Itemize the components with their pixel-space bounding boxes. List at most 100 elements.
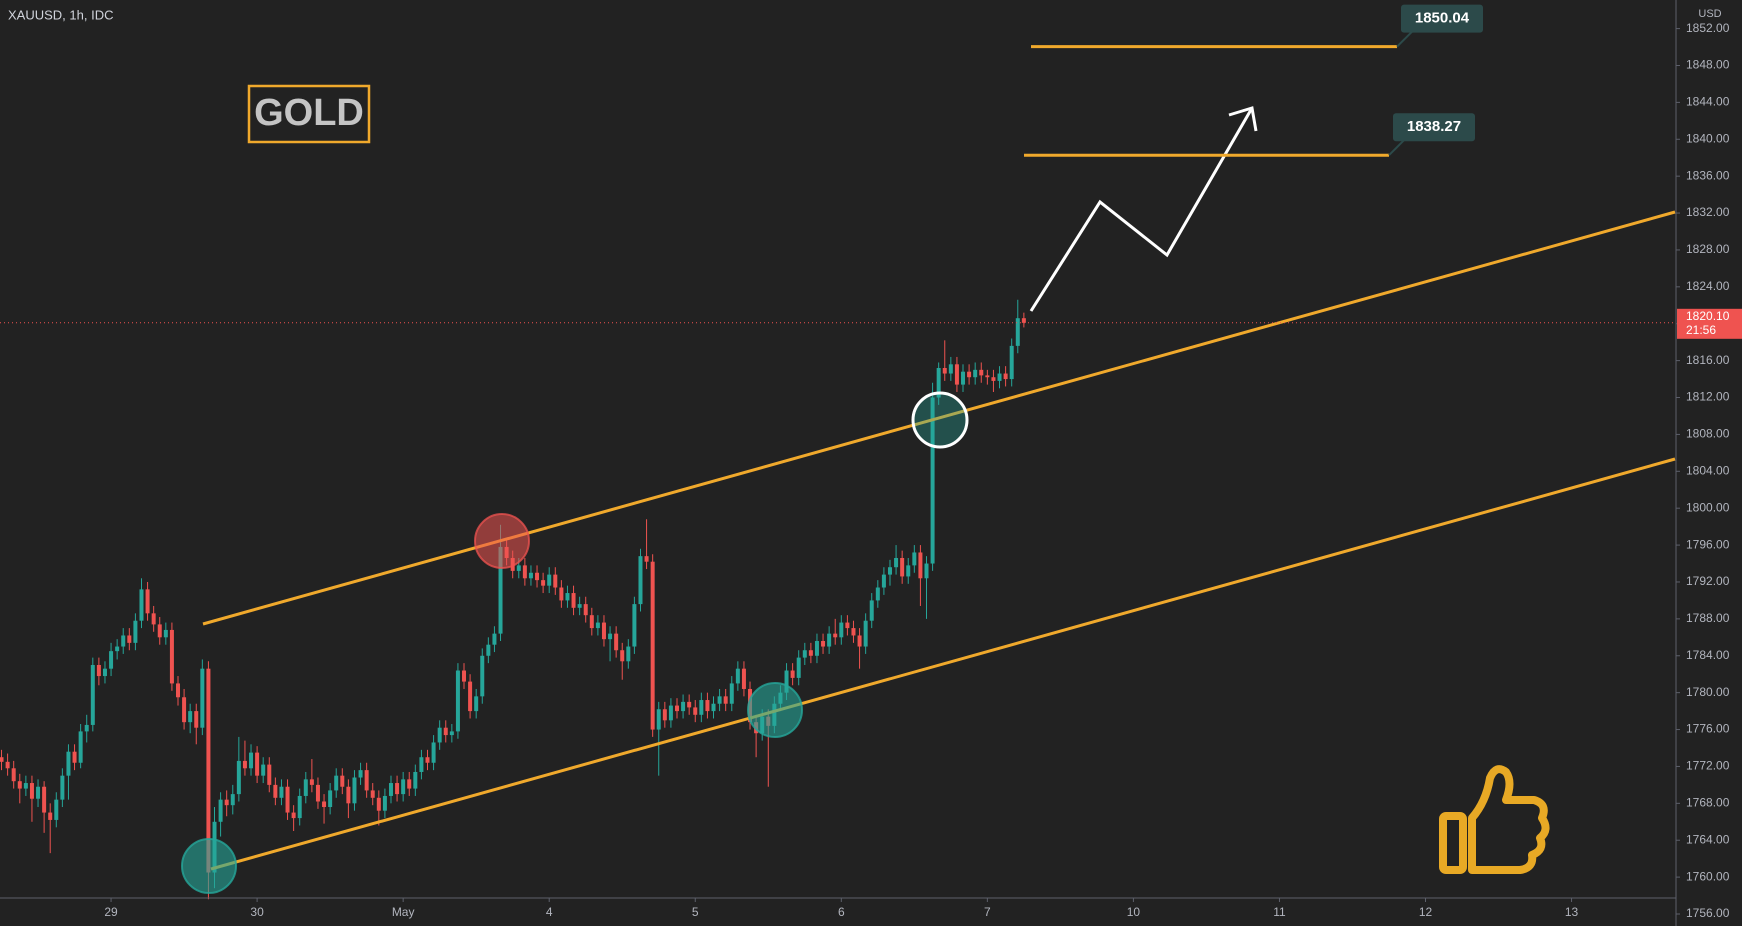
- candle-body: [961, 371, 966, 385]
- breakout-circle: [911, 391, 969, 449]
- y-tick-label: 1788.00: [1686, 611, 1730, 625]
- candle-body: [437, 727, 442, 743]
- candle-body: [906, 565, 911, 577]
- candle-body: [808, 650, 813, 656]
- candle-body: [528, 572, 533, 579]
- axis-unit: USD: [1698, 8, 1721, 20]
- candle-body: [608, 633, 613, 640]
- candle-body: [967, 371, 972, 378]
- candle-body: [328, 790, 333, 808]
- candle-body: [833, 633, 838, 638]
- arrow-head: [1228, 106, 1258, 132]
- candle-body: [918, 552, 923, 579]
- candle-body: [486, 644, 491, 656]
- y-tick-label: 1832.00: [1686, 205, 1730, 219]
- candle-body: [894, 557, 899, 568]
- y-tick-label: 1796.00: [1686, 537, 1730, 551]
- candle-body: [583, 604, 588, 616]
- candle-body: [693, 707, 698, 715]
- y-tick-label: 1808.00: [1686, 427, 1730, 441]
- candle-body: [997, 373, 1002, 381]
- y-tick-label: 1784.00: [1686, 648, 1730, 662]
- candle-body: [565, 593, 570, 601]
- x-tick-label: 30: [250, 905, 264, 919]
- candle-body: [23, 783, 28, 789]
- candle-body: [139, 589, 144, 621]
- candle-body: [169, 629, 174, 684]
- x-tick-label: 29: [104, 905, 118, 919]
- candle-body: [102, 668, 107, 677]
- candle-body: [492, 633, 497, 645]
- candle-body: [5, 761, 10, 769]
- candle-body: [17, 781, 22, 789]
- candle-body: [650, 561, 655, 730]
- candle-body: [249, 752, 254, 769]
- countdown-label: 21:56: [1686, 323, 1716, 337]
- candle-body: [242, 760, 247, 769]
- thumbs-up-icon: [1439, 765, 1550, 874]
- candle-body: [638, 556, 643, 605]
- candle-body: [261, 764, 266, 776]
- candle-body: [163, 629, 168, 638]
- candle-body: [571, 593, 576, 608]
- y-tick-label: 1776.00: [1686, 722, 1730, 736]
- candle-body: [84, 724, 89, 732]
- label-connector: [1388, 138, 1406, 156]
- candle-body: [1021, 318, 1026, 323]
- y-tick-label: 1804.00: [1686, 463, 1730, 477]
- candle-body: [78, 731, 83, 763]
- candle-body: [705, 700, 710, 712]
- candle-body: [687, 701, 692, 708]
- candle-body: [0, 757, 4, 762]
- candle-body: [455, 670, 460, 732]
- candle-body: [364, 770, 369, 791]
- y-tick-label: 1812.00: [1686, 390, 1730, 404]
- candle-body: [395, 783, 400, 795]
- candle-body: [90, 664, 95, 725]
- candle-body: [413, 771, 418, 789]
- candle-body: [827, 633, 832, 647]
- y-tick-label: 1844.00: [1686, 95, 1730, 109]
- candle-body: [346, 786, 351, 804]
- candle-body: [814, 641, 819, 656]
- candle-body: [236, 760, 241, 795]
- candle-body: [449, 731, 454, 736]
- candle-body: [285, 786, 290, 813]
- candle-body: [936, 368, 941, 398]
- y-tick-label: 1836.00: [1686, 168, 1730, 182]
- candle-body: [845, 622, 850, 629]
- candle-body: [541, 580, 546, 586]
- candle-body: [644, 556, 649, 562]
- candle-body: [401, 779, 406, 795]
- candle-body: [145, 589, 150, 614]
- x-tick-label: May: [392, 905, 415, 919]
- x-tick-label: 10: [1127, 905, 1141, 919]
- candle-body: [175, 683, 180, 698]
- candle-body: [662, 709, 667, 721]
- candle-body: [589, 615, 594, 629]
- last-price-box: [1677, 308, 1742, 339]
- candle-body: [991, 377, 996, 381]
- candle-body: [954, 364, 959, 385]
- candle-body: [547, 574, 552, 586]
- last-price-label: 1820.10: [1686, 309, 1730, 323]
- y-tick-label: 1816.00: [1686, 353, 1730, 367]
- candle-body: [468, 681, 473, 712]
- candle-body: [315, 784, 320, 802]
- candle-body: [626, 646, 631, 662]
- x-tick-label: 11: [1273, 905, 1286, 919]
- candle-body: [480, 655, 485, 697]
- candle-body: [595, 622, 600, 629]
- y-tick-label: 1772.00: [1686, 759, 1730, 773]
- candle-body: [577, 604, 582, 608]
- candle-body: [875, 587, 880, 601]
- candle-body: [498, 546, 503, 634]
- candle-body: [230, 794, 235, 806]
- y-tick-label: 1780.00: [1686, 685, 1730, 699]
- candle-body: [942, 368, 947, 374]
- candle-body: [11, 768, 16, 782]
- y-tick-label: 1800.00: [1686, 500, 1730, 514]
